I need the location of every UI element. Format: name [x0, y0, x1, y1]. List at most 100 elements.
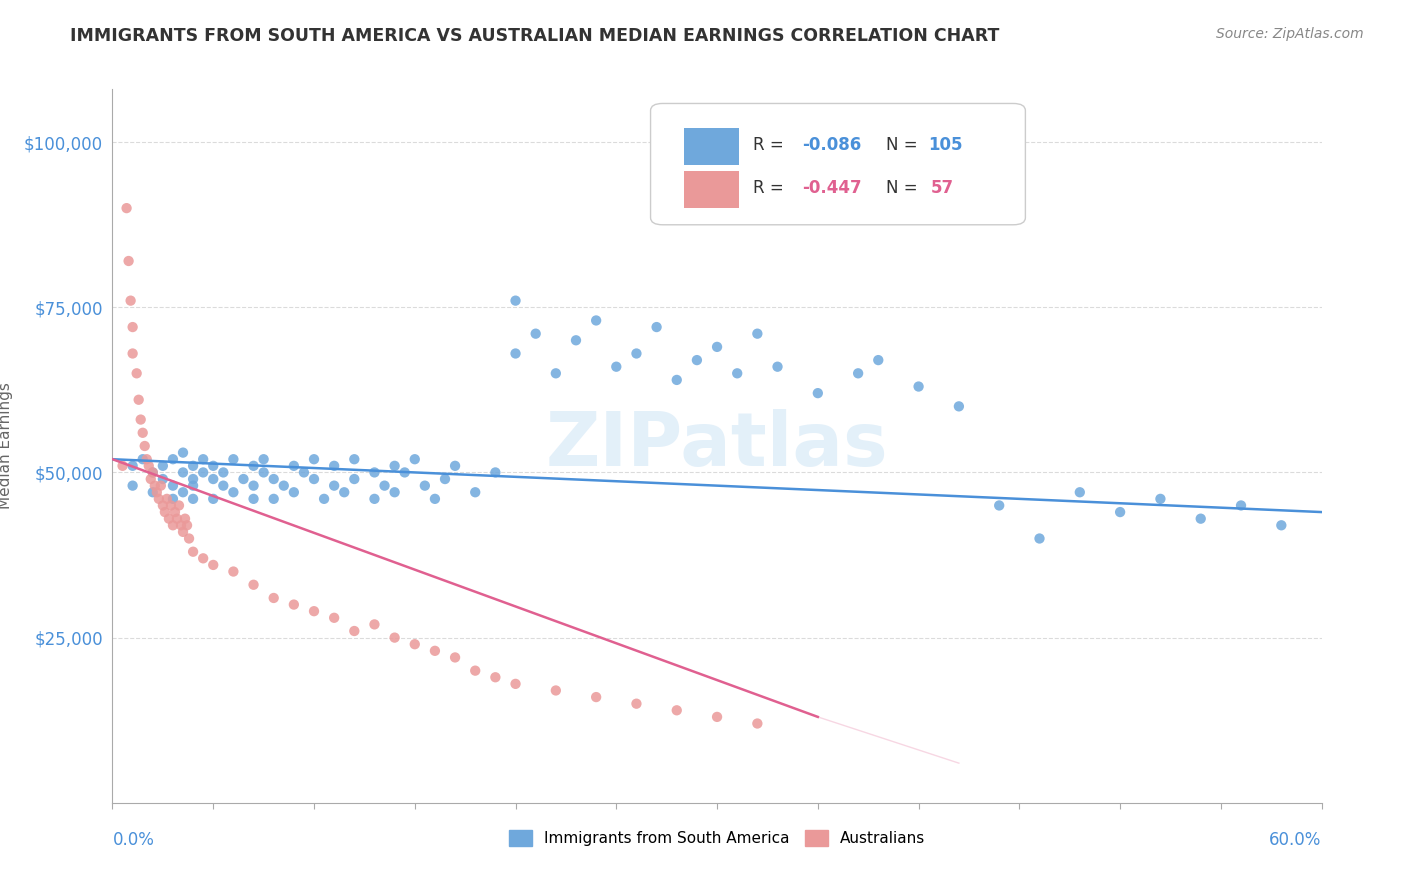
Point	[948, 400, 970, 414]
Point	[1230, 499, 1253, 513]
Point	[125, 367, 148, 381]
Point	[374, 478, 396, 492]
Point	[149, 478, 172, 492]
Point	[263, 491, 285, 506]
Text: R =: R =	[754, 136, 789, 153]
Point	[176, 518, 198, 533]
Point	[202, 558, 225, 572]
Point	[544, 683, 567, 698]
Point	[907, 379, 929, 393]
Point	[343, 624, 366, 638]
Point	[146, 485, 169, 500]
Point	[423, 491, 446, 506]
Point	[423, 644, 446, 658]
Point	[132, 425, 155, 440]
Text: 57: 57	[931, 178, 955, 196]
Point	[212, 466, 235, 480]
Point	[121, 458, 143, 473]
Point	[153, 505, 176, 519]
Point	[222, 452, 245, 467]
Point	[191, 551, 214, 566]
Point	[725, 367, 748, 381]
Point	[544, 367, 567, 381]
Point	[645, 320, 668, 334]
Point	[177, 532, 200, 546]
Point	[585, 690, 607, 704]
Point	[323, 458, 346, 473]
Point	[253, 452, 276, 467]
Point	[404, 452, 426, 467]
Point	[242, 578, 264, 592]
Point	[766, 359, 789, 374]
Point	[283, 458, 305, 473]
Point	[807, 386, 830, 401]
Point	[273, 478, 295, 492]
Point	[202, 491, 225, 506]
Point	[172, 524, 194, 539]
Point	[747, 326, 769, 341]
Point	[1149, 491, 1171, 506]
Point	[524, 326, 547, 341]
Point	[139, 472, 162, 486]
Point	[181, 545, 204, 559]
Point	[129, 412, 152, 426]
Point	[115, 201, 138, 215]
Point	[363, 466, 385, 480]
Point	[263, 472, 285, 486]
Point	[283, 598, 305, 612]
Text: N =: N =	[886, 178, 924, 196]
Point	[343, 472, 366, 486]
Point	[302, 604, 325, 618]
Text: 60.0%: 60.0%	[1270, 831, 1322, 849]
Point	[706, 710, 728, 724]
Point	[565, 333, 588, 347]
Point	[111, 458, 134, 473]
Text: R =: R =	[754, 178, 789, 196]
Point	[121, 478, 143, 492]
Point	[413, 478, 436, 492]
Point	[191, 452, 214, 467]
Point	[157, 511, 180, 525]
Point	[242, 491, 264, 506]
Point	[142, 466, 165, 480]
Point	[134, 439, 156, 453]
Point	[138, 458, 160, 473]
Text: ZIPatlas: ZIPatlas	[546, 409, 889, 483]
Text: -0.086: -0.086	[801, 136, 860, 153]
Point	[253, 466, 276, 480]
Point	[263, 591, 285, 605]
Point	[312, 491, 335, 506]
Point	[160, 499, 183, 513]
Point	[323, 611, 346, 625]
Point	[706, 340, 728, 354]
Point	[181, 478, 204, 492]
Point	[302, 452, 325, 467]
Point	[464, 664, 486, 678]
Point	[156, 491, 179, 506]
Point	[868, 353, 890, 368]
Point	[142, 485, 165, 500]
Point	[394, 466, 416, 480]
Point	[363, 617, 385, 632]
Point	[162, 452, 184, 467]
Point	[202, 472, 225, 486]
Point	[505, 293, 527, 308]
Bar	[685, 170, 738, 208]
Point	[686, 353, 709, 368]
Point	[484, 670, 506, 684]
Text: 0.0%: 0.0%	[112, 831, 155, 849]
Point	[242, 478, 264, 492]
Point	[585, 313, 607, 327]
Legend: Immigrants from South America, Australians: Immigrants from South America, Australia…	[503, 824, 931, 852]
Point	[181, 491, 204, 506]
Point	[1069, 485, 1091, 500]
Point	[152, 472, 174, 486]
Point	[212, 478, 235, 492]
Point	[148, 491, 170, 506]
Y-axis label: Median Earnings: Median Earnings	[0, 383, 13, 509]
Point	[444, 458, 467, 473]
Text: N =: N =	[886, 136, 924, 153]
Point	[626, 697, 648, 711]
Point	[384, 458, 406, 473]
Point	[181, 458, 204, 473]
